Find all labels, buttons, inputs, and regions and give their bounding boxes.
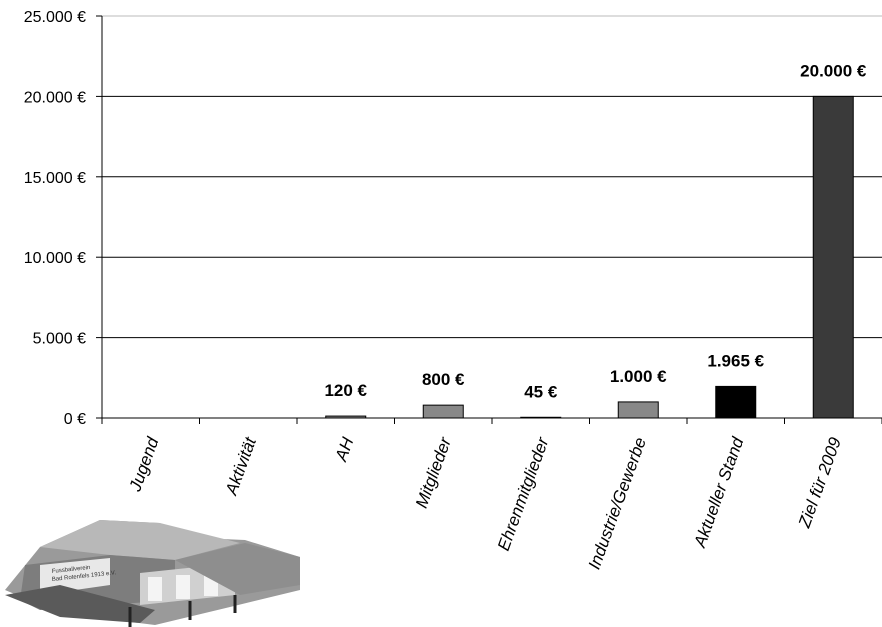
y-tick-label: 20.000 €: [24, 89, 86, 106]
data-label: 1.000 €: [610, 367, 667, 386]
data-label: 120 €: [324, 381, 367, 400]
bar: [325, 415, 367, 419]
x-category-label: Mitglieder: [412, 434, 456, 511]
bar: [617, 401, 659, 419]
clubhouse-illustration: Fussballverein Bad Rotenfels 1913 e.V.: [5, 520, 300, 627]
data-label: 20.000 €: [800, 61, 867, 80]
axes: [101, 16, 882, 424]
data-label: 800 €: [422, 370, 465, 389]
x-category-label: Aktivität: [221, 434, 260, 499]
x-category-label: Ziel für 2009: [794, 434, 845, 531]
y-tick-label: 25.000 €: [24, 9, 86, 26]
x-category-label: Ehrenmitglieder: [494, 434, 553, 554]
x-category-label: AH: [331, 434, 358, 464]
x-category-label: Industrie/Gewerbe: [585, 435, 650, 572]
bar: [520, 416, 562, 419]
x-category-label: Aktueller Stand: [690, 434, 748, 550]
y-tick-label: 0 €: [64, 411, 86, 428]
bars: [325, 95, 854, 419]
x-category-label: Jugend: [125, 434, 162, 494]
bar: [422, 404, 464, 419]
y-tick-label: 15.000 €: [24, 170, 86, 187]
data-label: 1.965 €: [707, 351, 764, 370]
logo-line-1: Fussballverein: [52, 565, 91, 575]
bar: [812, 95, 854, 419]
data-label: 45 €: [524, 382, 558, 401]
y-tick-label: 10.000 €: [24, 250, 86, 267]
bar: [715, 385, 757, 419]
gridlines: [102, 15, 882, 339]
y-tick-label: 5.000 €: [33, 331, 86, 348]
data-labels: 120 € 800 € 45 € 1.000 € 1.965 € 20.000 €: [324, 61, 866, 401]
y-axis-ticks: 0 € 5.000 € 10.000 € 15.000 € 20.000 € 25.000…: [24, 9, 102, 428]
